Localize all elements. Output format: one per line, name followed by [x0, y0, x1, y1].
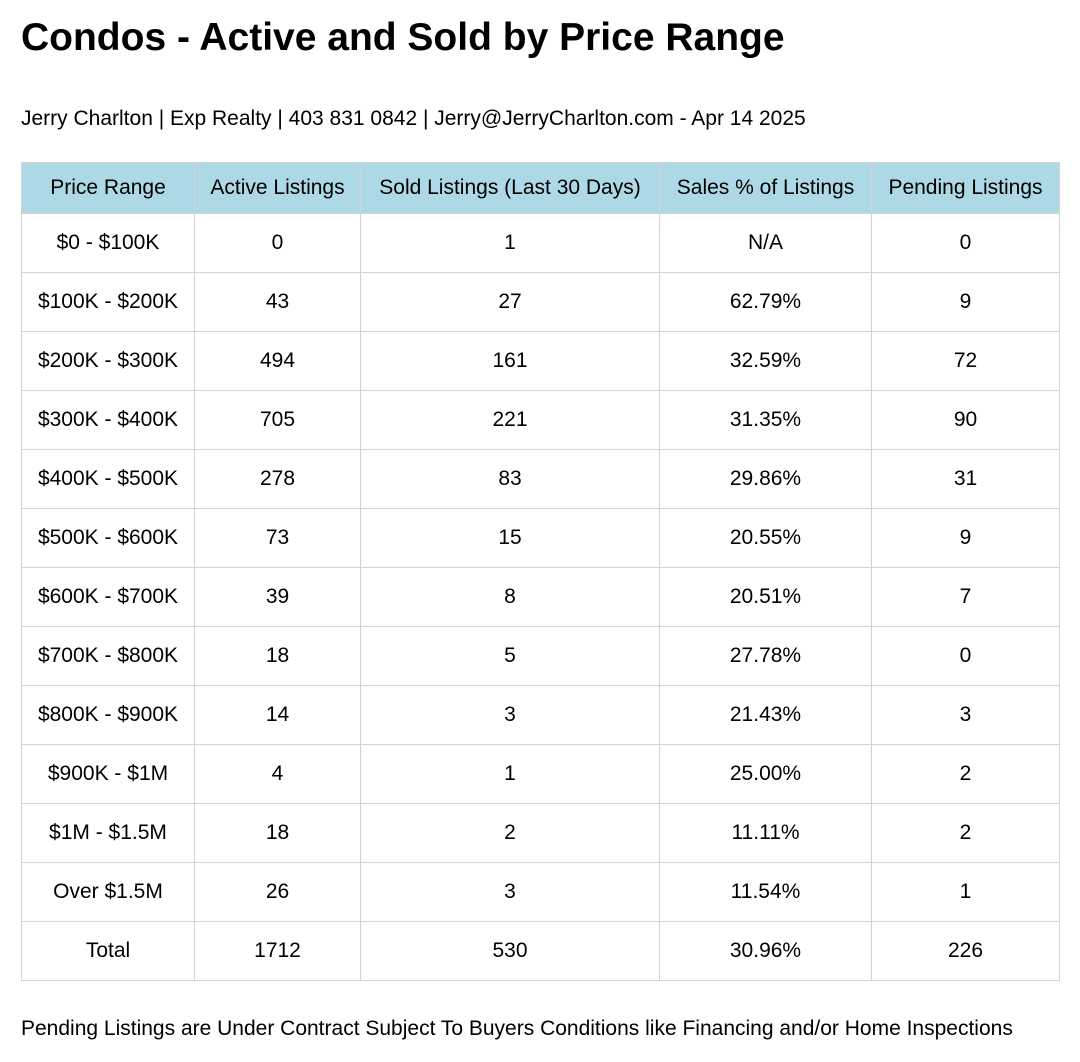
column-header-sold-listings: Sold Listings (Last 30 Days)	[360, 162, 660, 214]
cell-active-listings: 18	[194, 626, 361, 686]
total-row: Total 1712 530 30.96% 226	[21, 921, 1060, 981]
cell-sales-percent: 11.54%	[659, 862, 872, 922]
page-title: Condos - Active and Sold by Price Range	[21, 16, 785, 59]
cell-price-range: $800K - $900K	[21, 685, 195, 745]
cell-price-range: Over $1.5M	[21, 862, 195, 922]
cell-price-range: $600K - $700K	[21, 567, 195, 627]
table-row: $600K - $700K 39 8 20.51% 7	[21, 567, 1060, 627]
table-row: $900K - $1M 4 1 25.00% 2	[21, 744, 1060, 804]
cell-pending-listings: 0	[871, 626, 1060, 686]
cell-pending-listings: 90	[871, 390, 1060, 450]
cell-sold-listings: 161	[360, 331, 660, 391]
column-header-sales-percent: Sales % of Listings	[659, 162, 872, 214]
cell-active-listings: 18	[194, 803, 361, 863]
table-row: $200K - $300K 494 161 32.59% 72	[21, 331, 1060, 391]
cell-pending-listings: 72	[871, 331, 1060, 391]
cell-sold-listings: 27	[360, 272, 660, 332]
cell-sold-listings: 2	[360, 803, 660, 863]
price-range-table: Price Range Active Listings Sold Listing…	[21, 162, 1060, 981]
cell-price-range: $1M - $1.5M	[21, 803, 195, 863]
cell-price-range: $400K - $500K	[21, 449, 195, 509]
cell-active-listings: 39	[194, 567, 361, 627]
cell-sales-percent: 29.86%	[659, 449, 872, 509]
table-row: $500K - $600K 73 15 20.55% 9	[21, 508, 1060, 568]
cell-sales-percent: 20.55%	[659, 508, 872, 568]
cell-sales-percent: 21.43%	[659, 685, 872, 745]
cell-sold-listings: 83	[360, 449, 660, 509]
table-row: $1M - $1.5M 18 2 11.11% 2	[21, 803, 1060, 863]
cell-sold-listings: 1	[360, 744, 660, 804]
cell-price-range: $0 - $100K	[21, 213, 195, 273]
cell-pending-listings: 0	[871, 213, 1060, 273]
table-row: $0 - $100K 0 1 N/A 0	[21, 213, 1060, 273]
table-row: $100K - $200K 43 27 62.79% 9	[21, 272, 1060, 332]
cell-sold-listings: 15	[360, 508, 660, 568]
cell-pending-listings: 2	[871, 744, 1060, 804]
cell-sold-listings: 5	[360, 626, 660, 686]
column-header-pending-listings: Pending Listings	[871, 162, 1060, 214]
cell-active-listings: 1712	[194, 921, 361, 981]
header-row: Price Range Active Listings Sold Listing…	[21, 162, 1060, 214]
table-row: Over $1.5M 26 3 11.54% 1	[21, 862, 1060, 922]
cell-sales-percent: 31.35%	[659, 390, 872, 450]
cell-pending-listings: 7	[871, 567, 1060, 627]
column-header-active-listings: Active Listings	[194, 162, 361, 214]
footnote: Pending Listings are Under Contract Subj…	[21, 1017, 1013, 1040]
cell-price-range: Total	[21, 921, 195, 981]
cell-sales-percent: 11.11%	[659, 803, 872, 863]
cell-sales-percent: 32.59%	[659, 331, 872, 391]
cell-pending-listings: 226	[871, 921, 1060, 981]
cell-price-range: $300K - $400K	[21, 390, 195, 450]
cell-sales-percent: 20.51%	[659, 567, 872, 627]
cell-active-listings: 73	[194, 508, 361, 568]
cell-price-range: $900K - $1M	[21, 744, 195, 804]
column-header-price-range: Price Range	[21, 162, 195, 214]
cell-price-range: $500K - $600K	[21, 508, 195, 568]
cell-active-listings: 278	[194, 449, 361, 509]
cell-active-listings: 14	[194, 685, 361, 745]
table-row: $700K - $800K 18 5 27.78% 0	[21, 626, 1060, 686]
cell-sales-percent: 27.78%	[659, 626, 872, 686]
table-row: $400K - $500K 278 83 29.86% 31	[21, 449, 1060, 509]
cell-price-range: $200K - $300K	[21, 331, 195, 391]
table-body: $0 - $100K 0 1 N/A 0 $100K - $200K 43 27 62.79% 9…	[21, 213, 1060, 981]
cell-sales-percent: 30.96%	[659, 921, 872, 981]
cell-pending-listings: 1	[871, 862, 1060, 922]
cell-sales-percent: 25.00%	[659, 744, 872, 804]
cell-price-range: $700K - $800K	[21, 626, 195, 686]
table-row: $800K - $900K 14 3 21.43% 3	[21, 685, 1060, 745]
cell-sold-listings: 1	[360, 213, 660, 273]
cell-pending-listings: 2	[871, 803, 1060, 863]
cell-pending-listings: 3	[871, 685, 1060, 745]
cell-sold-listings: 3	[360, 862, 660, 922]
cell-pending-listings: 9	[871, 508, 1060, 568]
cell-sold-listings: 3	[360, 685, 660, 745]
table-row: $300K - $400K 705 221 31.35% 90	[21, 390, 1060, 450]
cell-sales-percent: 62.79%	[659, 272, 872, 332]
cell-price-range: $100K - $200K	[21, 272, 195, 332]
cell-pending-listings: 31	[871, 449, 1060, 509]
cell-active-listings: 0	[194, 213, 361, 273]
table-header: Price Range Active Listings Sold Listing…	[21, 162, 1060, 214]
agent-contact-line: Jerry Charlton | Exp Realty | 403 831 08…	[21, 107, 806, 130]
cell-active-listings: 705	[194, 390, 361, 450]
cell-active-listings: 26	[194, 862, 361, 922]
cell-sold-listings: 8	[360, 567, 660, 627]
cell-active-listings: 4	[194, 744, 361, 804]
cell-pending-listings: 9	[871, 272, 1060, 332]
cell-sales-percent: N/A	[659, 213, 872, 273]
cell-active-listings: 494	[194, 331, 361, 391]
cell-sold-listings: 221	[360, 390, 660, 450]
cell-active-listings: 43	[194, 272, 361, 332]
cell-sold-listings: 530	[360, 921, 660, 981]
